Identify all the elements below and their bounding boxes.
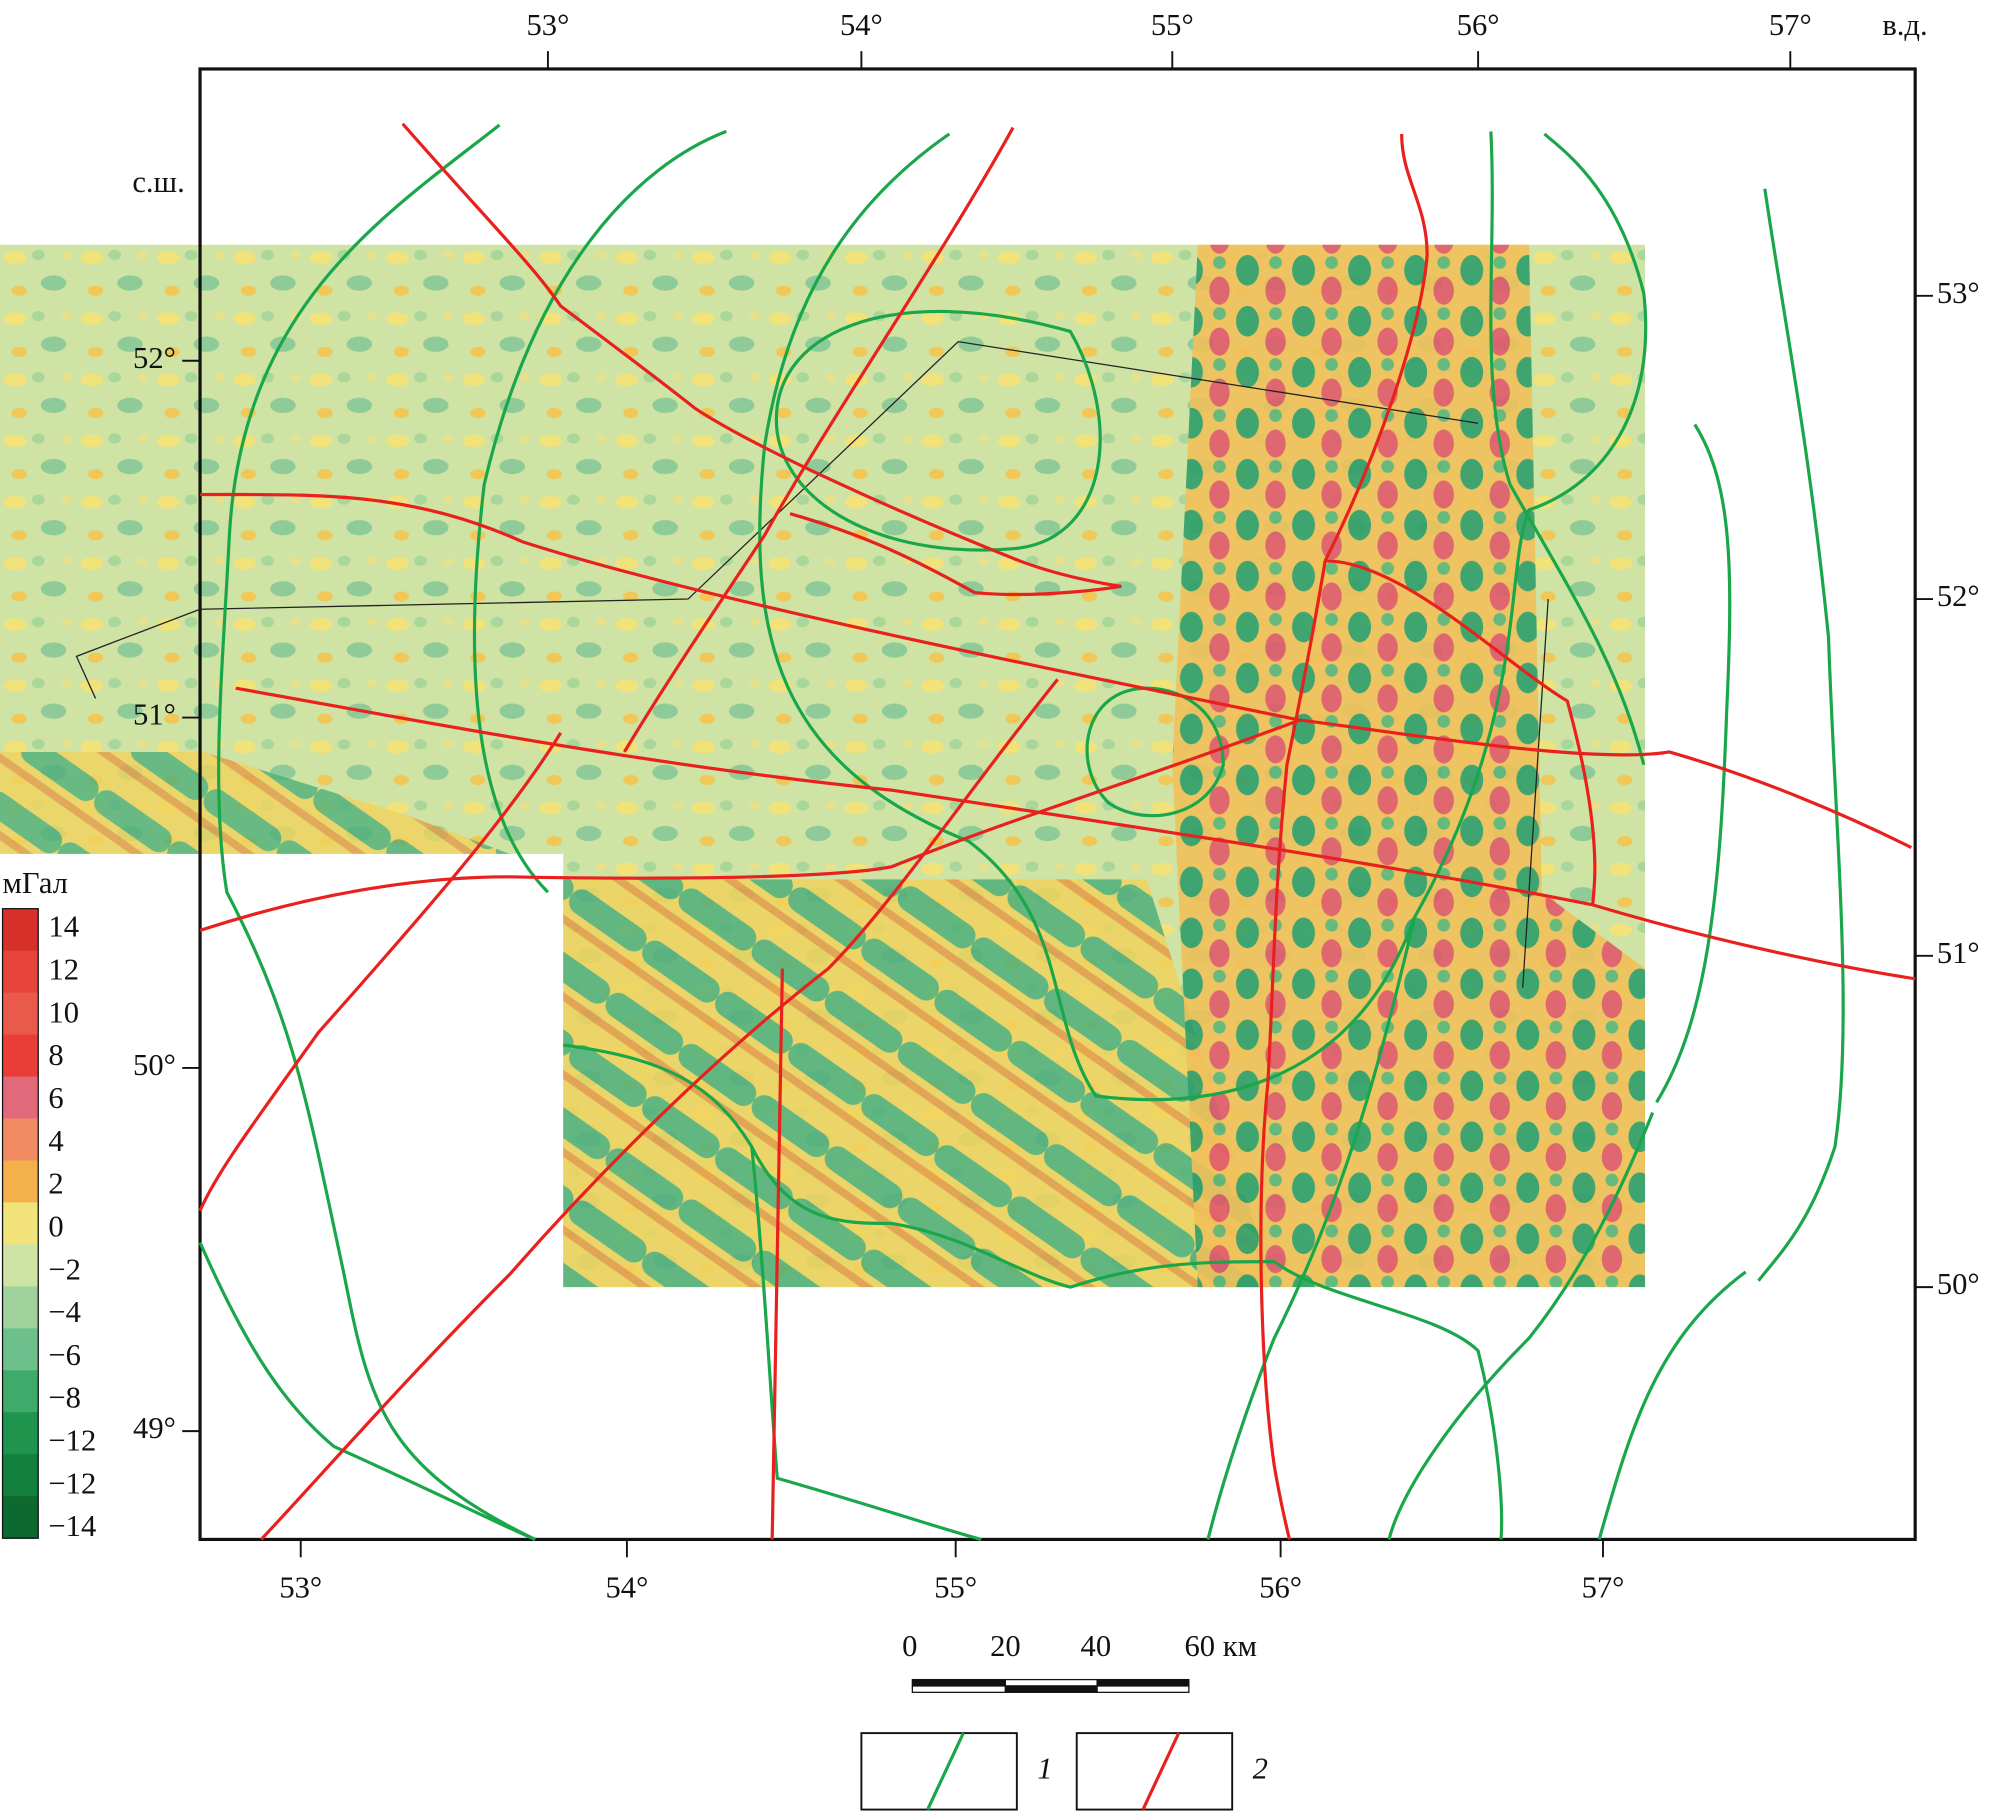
legend-box <box>860 1732 1018 1811</box>
scale-label: 60 км <box>1184 1629 1256 1663</box>
scale-bar <box>911 1685 1007 1693</box>
colorbar-swatch <box>2 992 39 1036</box>
scale-label: 0 <box>902 1629 917 1663</box>
colorbar-swatch <box>2 1076 39 1120</box>
lat-unit: с.ш. <box>132 165 184 199</box>
colorbar-swatch <box>2 1286 39 1329</box>
colorbar-label: −6 <box>48 1338 81 1372</box>
lat-label: 49° <box>133 1411 176 1445</box>
colorbar-label: 2 <box>48 1167 63 1201</box>
lon-label: 53° <box>279 1570 322 1604</box>
colorbar-label: 10 <box>48 995 79 1029</box>
colorbar-swatch <box>2 1160 39 1204</box>
lat-label: 50° <box>1937 1267 1980 1301</box>
lon-label: 53° <box>527 8 570 42</box>
lon-label: 56° <box>1457 8 1500 42</box>
lon-label: 54° <box>606 1570 649 1604</box>
lat-label: 53° <box>1937 276 1980 310</box>
legend-label: 2 <box>1253 1751 1268 1785</box>
boundaries <box>75 340 1549 988</box>
map-frame <box>198 67 1917 1542</box>
colorbar-label: −12 <box>48 1466 96 1500</box>
scale-label: 40 <box>1081 1629 1112 1663</box>
colorbar-swatch <box>2 1244 39 1288</box>
lat-label: 52° <box>1937 579 1980 613</box>
scale-label: 20 <box>990 1629 1021 1663</box>
scale-bar <box>911 1678 1007 1687</box>
colorbar-label: −2 <box>48 1252 81 1286</box>
colorbar-swatch <box>2 1496 39 1539</box>
lon-label: 56° <box>1259 1570 1302 1604</box>
colorbar-swatch <box>2 1454 39 1497</box>
lon-label: 55° <box>934 1570 977 1604</box>
colorbar-label: 12 <box>48 953 79 987</box>
colorbar-label: −12 <box>48 1424 96 1458</box>
scale-bar <box>1096 1678 1190 1687</box>
scale-bar <box>1004 1685 1098 1693</box>
colorbar-label: 0 <box>48 1209 63 1243</box>
colorbar-label: 8 <box>48 1038 63 1072</box>
colorbar-swatch <box>2 908 39 952</box>
colorbar-swatch <box>2 1412 39 1455</box>
colorbar-swatch <box>2 1034 39 1078</box>
colorbar-swatch <box>2 1202 39 1246</box>
legend-line <box>926 1732 965 1811</box>
legend-line <box>1141 1732 1181 1811</box>
colorbar-swatch <box>2 1328 39 1371</box>
legend-box <box>1075 1732 1234 1811</box>
colorbar-unit: мГал <box>3 866 68 900</box>
scale-bar <box>1096 1685 1190 1693</box>
colorbar-label: −4 <box>48 1295 81 1329</box>
colorbar-swatch <box>2 950 39 994</box>
colorbar-label: −14 <box>48 1509 96 1543</box>
colorbar-label: 4 <box>48 1124 63 1158</box>
green-lines <box>198 123 1845 1541</box>
lat-label: 50° <box>133 1048 176 1082</box>
colorbar-swatch <box>2 1370 39 1413</box>
legend-label: 1 <box>1037 1751 1052 1785</box>
lon-label: 55° <box>1151 8 1194 42</box>
colorbar-label: −8 <box>48 1381 81 1415</box>
colorbar-label: 6 <box>48 1081 63 1115</box>
lon-label: 57° <box>1769 8 1812 42</box>
lat-label: 51° <box>133 698 176 732</box>
colorbar-swatch <box>2 1118 39 1162</box>
lon-unit: в.д. <box>1882 8 1927 42</box>
scale-bar <box>1004 1678 1098 1687</box>
lon-label: 54° <box>840 8 883 42</box>
red-lines <box>198 122 1916 1541</box>
lon-label: 57° <box>1582 1570 1625 1604</box>
colorbar-frame <box>1 908 39 1539</box>
lat-label: 51° <box>1937 936 1980 970</box>
lat-label: 52° <box>133 341 176 375</box>
colorbar-label: 14 <box>48 910 79 944</box>
